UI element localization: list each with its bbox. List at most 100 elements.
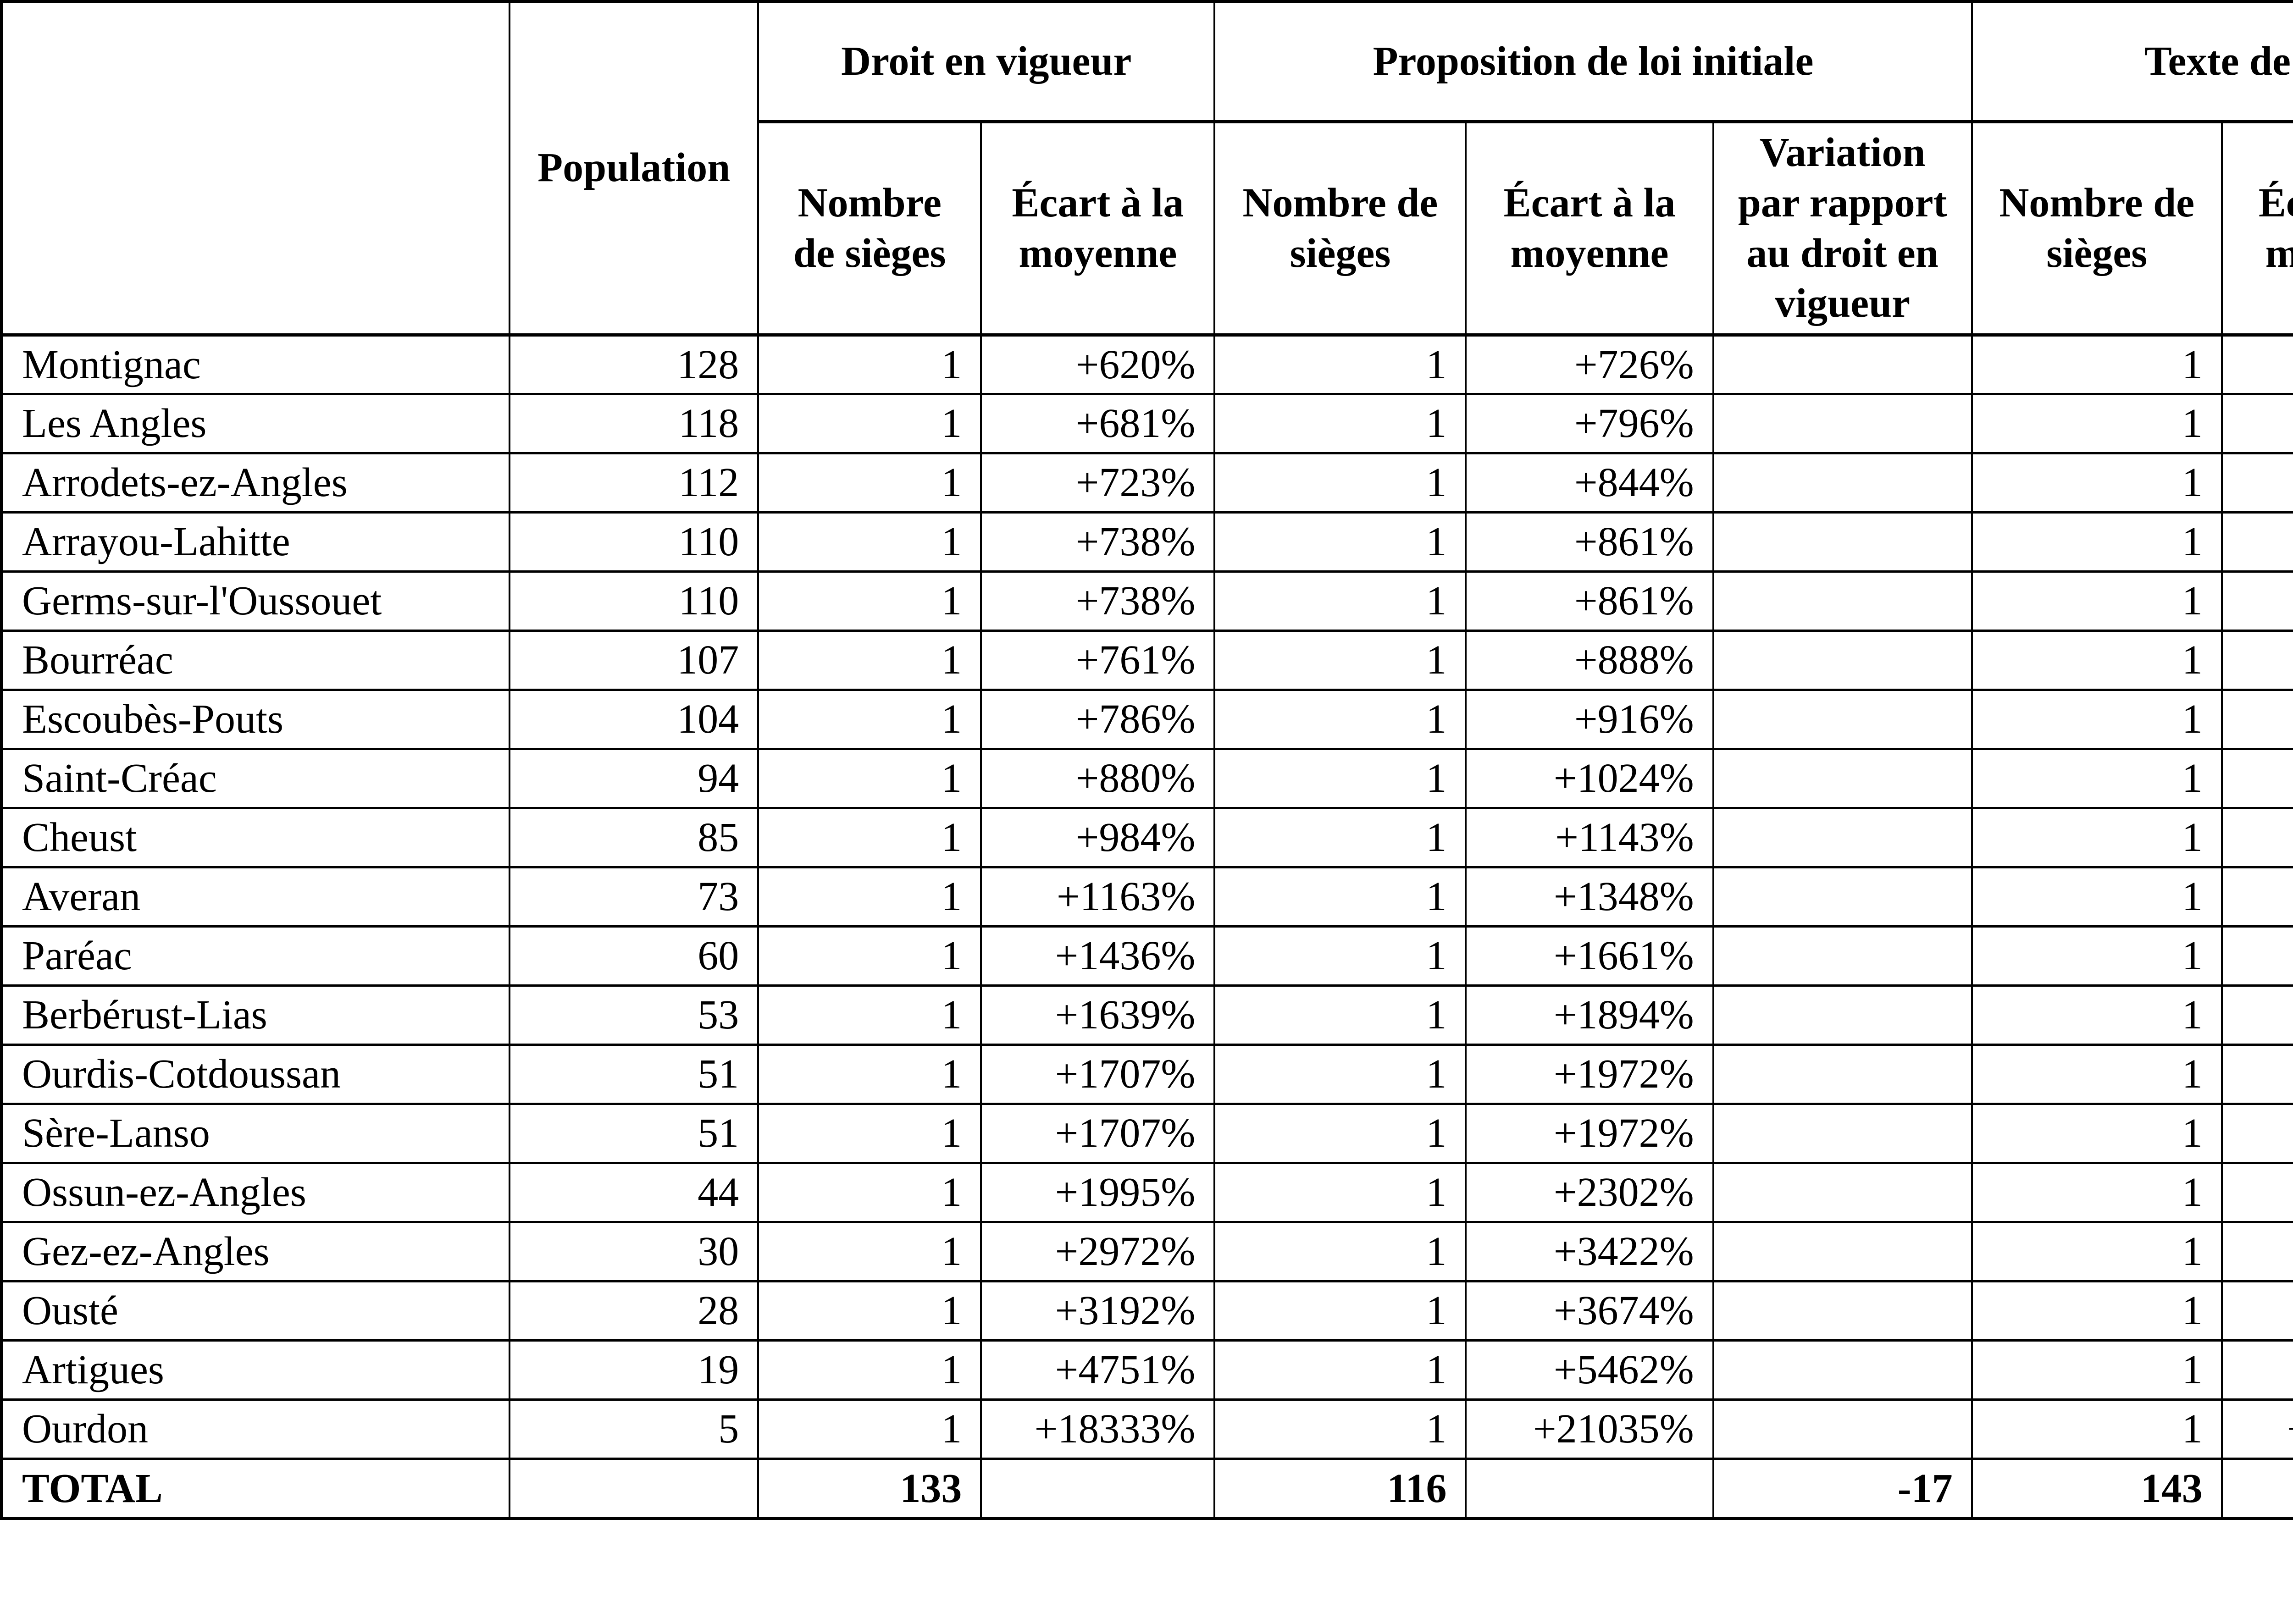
cell-tc-nombre-sieges: 1	[1971, 333, 2223, 395]
cell-commune-name: Cheust	[0, 806, 511, 868]
group-header-proposition-loi-initiale: Proposition de loi initiale	[1213, 1, 1973, 123]
cell-droit-ecart-moyenne: +1163%	[980, 866, 1216, 928]
cell-tc-nombre-sieges: 1	[1971, 452, 2223, 514]
cell-population: 44	[509, 1161, 759, 1223]
cell-tc-ecart-moyenne: +2757%	[2221, 1221, 2293, 1282]
cell-pli-nombre-sieges: 1	[1213, 629, 1467, 691]
cell-droit-nombre-sieges: 1	[757, 452, 982, 514]
cell-droit-nombre-sieges: 1	[757, 1280, 982, 1342]
cell-tc-nombre-sieges: 1	[1971, 1161, 2223, 1223]
cell-droit-nombre-sieges: 1	[757, 806, 982, 868]
cell-droit-nombre-sieges: 1	[757, 392, 982, 454]
cell-commune-name: Ourdon	[0, 1398, 511, 1460]
cell-tc-nombre-sieges: 1	[1971, 392, 2223, 454]
cell-tc-nombre-sieges: 1	[1971, 1221, 2223, 1282]
cell-tc-nombre-sieges: 1	[1971, 747, 2223, 809]
cell-tc-ecart-moyenne: +1581%	[2221, 1102, 2293, 1164]
cell-pli-ecart-moyenne: +3674%	[1465, 1280, 1714, 1342]
cell-commune-name: Ousté	[0, 1280, 511, 1342]
cell-droit-nombre-sieges: 1	[757, 570, 982, 632]
cell-tc-nombre-sieges: 1	[1971, 629, 2223, 691]
cell-tc-ecart-moyenne: +1329%	[2221, 925, 2293, 987]
cell-pli-variation	[1712, 925, 1973, 987]
cell-pli-nombre-sieges: 116	[1213, 1457, 1467, 1520]
cell-pli-nombre-sieges: 1	[1213, 392, 1467, 454]
cell-commune-name: Berbérust-Lias	[0, 984, 511, 1046]
cell-droit-ecart-moyenne: +681%	[980, 392, 1216, 454]
cell-population: 28	[509, 1280, 759, 1342]
cell-population: 30	[509, 1221, 759, 1282]
cell-tc-nombre-sieges: 1	[1971, 1280, 2223, 1342]
cell-pli-variation	[1712, 1339, 1973, 1401]
cell-tc-ecart-moyenne: +701%	[2221, 629, 2293, 691]
cell-droit-nombre-sieges: 1	[757, 1339, 982, 1401]
cell-pli-ecart-moyenne: +916%	[1465, 688, 1714, 750]
cell-tc-nombre-sieges: 1	[1971, 806, 2223, 868]
cell-pli-variation	[1712, 1398, 1973, 1460]
cell-tc-ecart-moyenne: +1848%	[2221, 1161, 2293, 1223]
cell-tc-nombre-sieges: 1	[1971, 570, 2223, 632]
cell-population: 53	[509, 984, 759, 1046]
cell-droit-nombre-sieges: 1	[757, 629, 982, 691]
cell-pli-nombre-sieges: 1	[1213, 570, 1467, 632]
cell-tc-ecart-moyenne: +626%	[2221, 392, 2293, 454]
cell-droit-ecart-moyenne: +984%	[980, 806, 1216, 868]
cell-pli-ecart-moyenne: +5462%	[1465, 1339, 1714, 1401]
group-header-texte-commission: Texte de la commission	[1971, 1, 2293, 123]
cell-droit-ecart-moyenne: +4751%	[980, 1339, 1216, 1401]
cell-tc-ecart-moyenne: +724%	[2221, 688, 2293, 750]
cell-pli-ecart-moyenne: +1143%	[1465, 806, 1714, 868]
cell-pli-nombre-sieges: 1	[1213, 1339, 1467, 1401]
cell-droit-ecart-moyenne: +738%	[980, 570, 1216, 632]
cell-population: 112	[509, 452, 759, 514]
cell-droit-nombre-sieges: 1	[757, 333, 982, 395]
cell-droit-nombre-sieges: 1	[757, 1161, 982, 1223]
cell-tc-nombre-sieges: 143	[1971, 1457, 2223, 1520]
cell-population: 60	[509, 925, 759, 987]
cell-tc-ecart-moyenne: +679%	[2221, 511, 2293, 573]
cell-tc-ecart-moyenne: +908%	[2221, 806, 2293, 868]
cell-droit-ecart-moyenne: +3192%	[980, 1280, 1216, 1342]
cell-droit-ecart-moyenne: +738%	[980, 511, 1216, 573]
cell-pli-variation	[1712, 1043, 1973, 1105]
cell-population: 107	[509, 629, 759, 691]
cell-population: 85	[509, 806, 759, 868]
cell-pli-ecart-moyenne: +1972%	[1465, 1102, 1714, 1164]
cell-pli-ecart-moyenne: +888%	[1465, 629, 1714, 691]
cell-droit-nombre-sieges: 1	[757, 1043, 982, 1105]
cell-droit-ecart-moyenne	[980, 1457, 1216, 1520]
corner-cell	[0, 1, 511, 337]
cell-droit-ecart-moyenne: +18333%	[980, 1398, 1216, 1460]
cell-pli-nombre-sieges: 1	[1213, 452, 1467, 514]
column-header-tc-ecart-moyenne: Écart à la moyenne	[2221, 122, 2293, 337]
cell-pli-ecart-moyenne: +796%	[1465, 392, 1714, 454]
cell-commune-name: Gez-ez-Angles	[0, 1221, 511, 1282]
column-header-pli-variation: Variation par rapport au droit en vigueu…	[1712, 122, 1973, 337]
cell-droit-ecart-moyenne: +723%	[980, 452, 1216, 514]
cell-population: 118	[509, 392, 759, 454]
cell-droit-nombre-sieges: 1	[757, 747, 982, 809]
cell-pli-variation	[1712, 984, 1973, 1046]
cell-pli-ecart-moyenne: +21035%	[1465, 1398, 1714, 1460]
cell-tc-nombre-sieges: 1	[1971, 1398, 2223, 1460]
cell-droit-ecart-moyenne: +761%	[980, 629, 1216, 691]
cell-population: 110	[509, 511, 759, 573]
cell-commune-name: Escoubès-Pouts	[0, 688, 511, 750]
group-header-droit-en-vigueur: Droit en vigueur	[757, 1, 1216, 123]
cell-commune-name: Paréac	[0, 925, 511, 987]
cell-pli-variation	[1712, 688, 1973, 750]
column-header-tc-nombre-sieges: Nombre de sièges	[1971, 122, 2223, 337]
cell-tc-nombre-sieges: 1	[1971, 866, 2223, 928]
cell-commune-name: Artigues	[0, 1339, 511, 1401]
cell-commune-name: Bourréac	[0, 629, 511, 691]
cell-pli-ecart-moyenne: +861%	[1465, 511, 1714, 573]
